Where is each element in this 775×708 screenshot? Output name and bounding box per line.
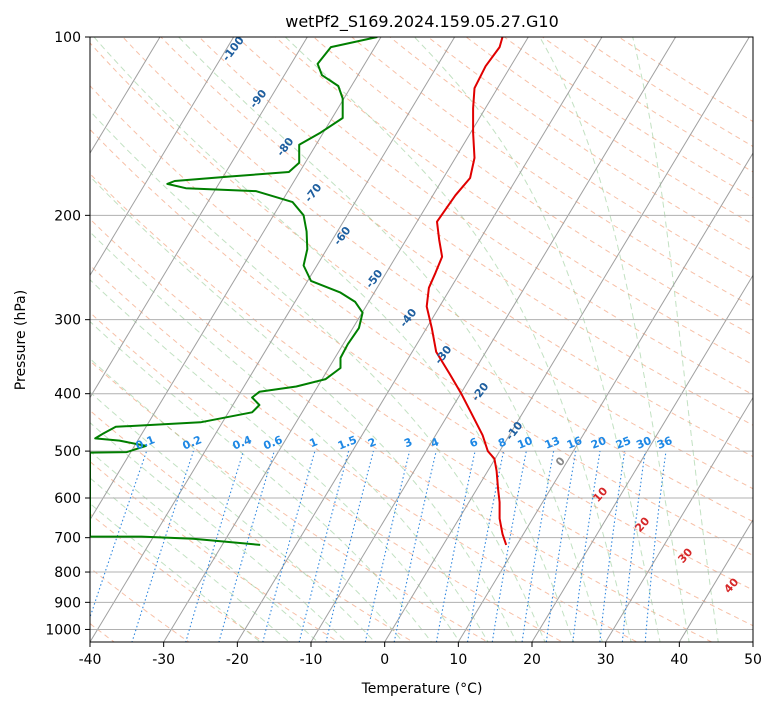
mixing-ratio-label: 25 (614, 434, 633, 452)
mixing-ratio-line (393, 450, 437, 642)
mixing-ratio-line (599, 451, 626, 642)
x-tick-label: 0 (380, 652, 389, 668)
mixing-ratio-label: 2 (366, 435, 378, 450)
moist-adiabat (90, 422, 348, 642)
mixing-ratio-line (185, 450, 244, 642)
mixing-ratio-line (521, 451, 555, 642)
x-tick-label: 10 (449, 652, 467, 668)
x-axis-label: Temperature (°C) (361, 681, 483, 697)
x-tick-label: 50 (744, 652, 762, 668)
x-tick-label: 30 (597, 652, 615, 668)
mixing-ratio-label: 36 (655, 434, 674, 452)
moist-adiabat (413, 37, 661, 642)
temperature-profile (425, 37, 508, 546)
moist-adiabat (177, 37, 603, 642)
isotherm-line (384, 37, 750, 642)
isotherm-line (310, 37, 677, 642)
dry-adiabat (160, 37, 753, 458)
moist-adiabat (90, 231, 489, 642)
dry-adiabat (350, 37, 753, 308)
x-tick-label: -20 (226, 652, 249, 668)
dry-adiabat (90, 173, 753, 627)
dry-adiabat (90, 513, 265, 642)
isotherm-line (531, 274, 753, 642)
mixing-ratio-label: 16 (565, 434, 584, 452)
moist-adiabat (90, 279, 461, 642)
mixing-ratio-line (298, 450, 350, 642)
dry-adiabat (90, 567, 190, 642)
dry-adiabat (90, 264, 639, 642)
mixing-ratio-line (262, 450, 316, 642)
moisture-profile (90, 37, 378, 546)
mixing-ratio-label: 8 (496, 435, 508, 450)
plot-background-lines (90, 37, 753, 642)
moist-adiabat (90, 357, 404, 642)
y-tick-label: 200 (54, 208, 81, 224)
mixing-ratio-label: 3 (402, 435, 414, 450)
y-tick-label: 600 (54, 491, 81, 507)
y-tick-label: 400 (54, 387, 81, 403)
dry-adiabat (122, 37, 753, 490)
moist-adiabat (90, 502, 262, 642)
mixing-ratio-line (364, 450, 411, 642)
mixing-ratio-line (90, 450, 148, 619)
moist-adiabat (90, 450, 319, 642)
isotherm-line (90, 37, 456, 642)
isotherm-line (457, 152, 753, 642)
mixing-ratio-label: 20 (589, 434, 608, 452)
plot-frame (89, 36, 754, 643)
dry-adiabat (274, 37, 753, 366)
mixing-ratio-label: 1 (308, 435, 320, 450)
x-tick-label: -10 (300, 652, 323, 668)
x-tick-label: -40 (79, 652, 102, 668)
mixing-ratio-line (545, 451, 577, 642)
y-axis-label: Pressure (hPa) (13, 290, 29, 390)
mixing-ratio-line (572, 451, 601, 642)
mixing-ratio-label: 10 (515, 434, 534, 452)
isotherm-line (90, 37, 382, 521)
y-tick-label: 800 (54, 565, 81, 581)
mixing-ratio-label: 30 (634, 434, 653, 452)
mixing-ratio-line (466, 450, 505, 642)
mixing-ratio-line (435, 450, 476, 642)
dry-adiabat (198, 37, 753, 426)
moist-adiabat (90, 320, 433, 642)
x-tick-label: 20 (523, 652, 541, 668)
isotherm-line (605, 396, 753, 642)
dry-adiabat (90, 42, 753, 523)
isotherm-line (90, 37, 161, 155)
y-tick-label: 100 (54, 30, 81, 46)
y-tick-label: 1000 (45, 622, 81, 638)
mixing-ratio-line (621, 451, 646, 642)
y-tick-label: 700 (54, 531, 81, 547)
mixing-ratio-label: 13 (543, 434, 562, 452)
y-tick-label: 500 (54, 444, 81, 460)
mixing-ratio-line (325, 450, 374, 642)
x-tick-label: 40 (670, 652, 688, 668)
mixing-ratio-line (491, 450, 527, 642)
moist-adiabat (284, 37, 632, 642)
plot-series (90, 37, 508, 546)
mixing-ratio-line (218, 450, 275, 642)
chart-title: wetPf2_S169.2024.159.05.27.G10 (285, 12, 559, 32)
y-tick-label: 900 (54, 595, 81, 611)
dry-adiabat (90, 218, 713, 642)
dry-adiabat (90, 360, 489, 642)
y-tick-label: 300 (54, 313, 81, 329)
isotherm-line (678, 518, 753, 642)
mixing-ratio-line (644, 451, 667, 642)
moist-adiabat (93, 37, 575, 642)
moist-adiabat (539, 37, 690, 642)
x-tick-label: -30 (152, 652, 175, 668)
axes: -40 -30 -20 -10 0 10 20 30 40 50 100 200 300 400 500 60… (45, 30, 762, 668)
dry-adiabat (90, 311, 564, 642)
isotherm-line (90, 37, 308, 399)
dry-adiabat (90, 409, 414, 642)
isotherm-line (90, 37, 235, 277)
moist-adiabat (90, 477, 290, 642)
isotherm-line (236, 37, 603, 642)
